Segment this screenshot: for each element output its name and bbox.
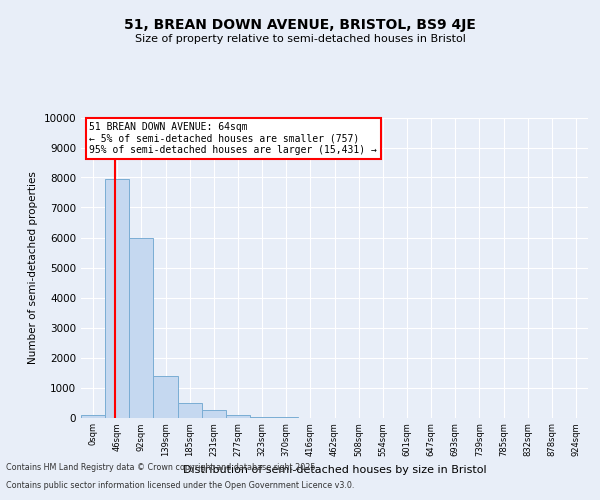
Bar xyxy=(105,179,129,418)
Bar xyxy=(226,414,250,418)
Text: 51 BREAN DOWN AVENUE: 64sqm
← 5% of semi-detached houses are smaller (757)
95% o: 51 BREAN DOWN AVENUE: 64sqm ← 5% of semi… xyxy=(89,122,377,155)
X-axis label: Distribution of semi-detached houses by size in Bristol: Distribution of semi-detached houses by … xyxy=(182,464,487,474)
Bar xyxy=(250,416,274,418)
Text: Size of property relative to semi-detached houses in Bristol: Size of property relative to semi-detach… xyxy=(134,34,466,43)
Bar xyxy=(202,410,226,418)
Text: 51, BREAN DOWN AVENUE, BRISTOL, BS9 4JE: 51, BREAN DOWN AVENUE, BRISTOL, BS9 4JE xyxy=(124,18,476,32)
Bar xyxy=(129,238,154,418)
Bar xyxy=(81,414,105,418)
Bar xyxy=(154,376,178,418)
Y-axis label: Number of semi-detached properties: Number of semi-detached properties xyxy=(28,171,38,364)
Text: Contains public sector information licensed under the Open Government Licence v3: Contains public sector information licen… xyxy=(6,481,355,490)
Text: Contains HM Land Registry data © Crown copyright and database right 2025.: Contains HM Land Registry data © Crown c… xyxy=(6,462,318,471)
Bar xyxy=(178,402,202,417)
